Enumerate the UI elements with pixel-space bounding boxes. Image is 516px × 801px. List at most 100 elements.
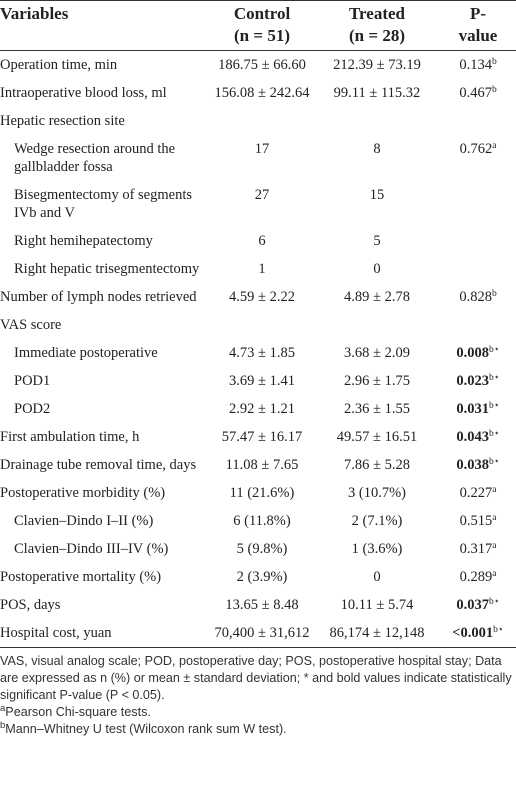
treated-cell: 2.96 ± 1.75 — [314, 367, 440, 395]
variable-text: Clavien–Dindo III–IV (%) — [14, 541, 169, 557]
variable-text: VAS score — [0, 317, 62, 333]
p-value: 0.043 — [456, 429, 489, 445]
treated-cell: 3.68 ± 2.09 — [314, 339, 440, 367]
variable-cell: Right hepatic trisegmentectomy — [0, 255, 210, 283]
treated-cell: 2 (7.1%) — [314, 507, 440, 535]
variable-cell: Right hemihepatectomy — [0, 227, 210, 255]
control-value: 156.08 ± 242.64 — [214, 85, 310, 101]
table-row: First ambulation time, h 57.47 ± 16.17 49.… — [0, 423, 516, 451]
footnote-marker: b — [0, 720, 6, 731]
control-value: 186.75 ± 66.60 — [218, 57, 306, 73]
variable-text: Hepatic resection site — [0, 113, 125, 129]
treated-cell — [314, 107, 440, 135]
control-cell: 2.92 ± 1.21 — [210, 395, 314, 423]
p-value-cell: 0.515a — [440, 507, 516, 535]
control-cell: 5 (9.8%) — [210, 535, 314, 563]
column-header: P-value — [440, 1, 516, 51]
control-value: 70,400 ± 31,612 — [214, 625, 310, 641]
header-line: Control — [233, 4, 291, 23]
table-row: POS, days 13.65 ± 8.48 10.11 ± 5.74 0.037b⋆ — [0, 591, 516, 619]
p-value-cell — [440, 227, 516, 255]
p-value-cell: 0.008b⋆ — [440, 339, 516, 367]
p-value: 0.828 — [459, 289, 492, 305]
variable-text: Hospital cost, yuan — [0, 625, 112, 641]
treated-value: 10.11 ± 5.74 — [340, 597, 414, 613]
table-row: Hepatic resection site — [0, 107, 516, 135]
p-value-note: a — [492, 485, 497, 495]
variable-text: Immediate postoperative — [14, 345, 158, 361]
p-value-note: a — [492, 141, 497, 151]
p-value-cell: 0.043b⋆ — [440, 423, 516, 451]
control-cell: 156.08 ± 242.64 — [210, 79, 314, 107]
control-value: 6 — [258, 233, 266, 249]
treated-value: 3.68 ± 2.09 — [344, 345, 410, 361]
table-row: Wedge resection around the gallbladder f… — [0, 135, 516, 181]
p-value-note: b⋆ — [493, 625, 504, 635]
footnotes: VAS, visual analog scale; POD, postopera… — [0, 653, 516, 738]
treated-value: 8 — [373, 141, 381, 157]
table-row: Postoperative morbidity (%) 11 (21.6%) 3 (… — [0, 479, 516, 507]
variable-cell: Postoperative mortality (%) — [0, 563, 210, 591]
table-row: POD1 3.69 ± 1.41 2.96 ± 1.75 0.023b⋆ — [0, 367, 516, 395]
table-row: Clavien–Dindo III–IV (%) 5 (9.8%) 1 (3.6%)… — [0, 535, 516, 563]
footnote-text: Mann–Whitney U test (Wilcoxon rank sum W… — [5, 722, 287, 736]
variable-cell: Intraoperative blood loss, ml — [0, 79, 210, 107]
control-cell: 3.69 ± 1.41 — [210, 367, 314, 395]
control-cell: 70,400 ± 31,612 — [210, 619, 314, 648]
variable-text: Postoperative morbidity (%) — [0, 485, 166, 501]
header-line: Treated — [348, 4, 406, 23]
control-value: 27 — [254, 187, 270, 203]
variable-text: POS, days — [0, 597, 61, 613]
p-value-note: a — [492, 513, 497, 523]
p-value-note: b⋆ — [488, 373, 500, 383]
variable-cell: Wedge resection around the gallbladder f… — [0, 135, 210, 181]
treated-value: 86,174 ± 12,148 — [329, 625, 425, 641]
footnote-text: Pearson Chi-square tests. — [5, 705, 151, 719]
treated-cell: 3 (10.7%) — [314, 479, 440, 507]
table-row: POD2 2.92 ± 1.21 2.36 ± 1.55 0.031b⋆ — [0, 395, 516, 423]
p-value-note: b⋆ — [488, 457, 500, 467]
p-value-cell: 0.031b⋆ — [440, 395, 516, 423]
p-value: 0.762 — [459, 141, 493, 157]
variable-text: Right hemihepatectomy — [14, 233, 153, 249]
table-row: Clavien–Dindo I–II (%) 6 (11.8%) 2 (7.1%) 0… — [0, 507, 516, 535]
control-cell: 1 — [210, 255, 314, 283]
control-cell: 186.75 ± 66.60 — [210, 51, 314, 80]
p-value: <0.001 — [452, 625, 494, 641]
table-row: Intraoperative blood loss, ml 156.08 ± 24… — [0, 79, 516, 107]
variable-cell: Bisegmentectomy of segments IVb and V — [0, 181, 210, 227]
treated-value: 7.86 ± 5.28 — [344, 457, 410, 473]
treated-cell: 2.36 ± 1.55 — [314, 395, 440, 423]
treated-value: 15 — [369, 187, 385, 203]
variable-cell: Drainage tube removal time, days — [0, 451, 210, 479]
control-value: 5 (9.8%) — [236, 541, 288, 557]
p-value-cell: 0.134b — [440, 51, 516, 80]
table-row: Operation time, min 186.75 ± 66.60 212.39 … — [0, 51, 516, 80]
treated-cell: 0 — [314, 563, 440, 591]
treated-cell: 86,174 ± 12,148 — [314, 619, 440, 648]
variable-text: Right hepatic trisegmentectomy — [14, 261, 200, 277]
variable-cell: POD2 — [0, 395, 210, 423]
p-value-cell: 0.317a — [440, 535, 516, 563]
control-value: 1 — [258, 261, 266, 277]
p-value-cell — [440, 107, 516, 135]
table-row: Immediate postoperative 4.73 ± 1.85 3.68 ±… — [0, 339, 516, 367]
p-value-cell — [440, 181, 516, 227]
p-value: 0.008 — [456, 345, 489, 361]
treated-value: 2.96 ± 1.75 — [344, 373, 410, 389]
p-value: 0.317 — [459, 541, 493, 557]
treated-cell: 15 — [314, 181, 440, 227]
column-header: Variables — [0, 1, 210, 51]
p-value-cell: 0.289a — [440, 563, 516, 591]
variable-cell: Hospital cost, yuan — [0, 619, 210, 648]
p-value-note: b — [491, 85, 497, 95]
variable-cell: Operation time, min — [0, 51, 210, 80]
header-line: (n = 51) — [234, 26, 290, 45]
footnote: bMann–Whitney U test (Wilcoxon rank sum … — [0, 721, 516, 738]
control-cell — [210, 311, 314, 339]
variable-cell: Clavien–Dindo III–IV (%) — [0, 535, 210, 563]
variable-cell: POD1 — [0, 367, 210, 395]
p-value: 0.515 — [459, 513, 493, 529]
control-cell: 57.47 ± 16.17 — [210, 423, 314, 451]
treated-cell: 10.11 ± 5.74 — [314, 591, 440, 619]
